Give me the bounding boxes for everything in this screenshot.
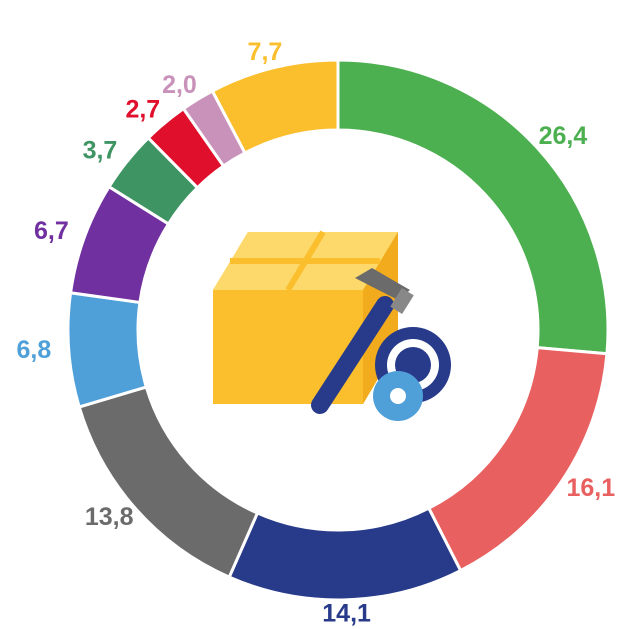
donut-segment (229, 508, 460, 600)
chart: 26,4 16,1 14,1 13,8 6,8 6,7 3,72,72,0 7,7 (0, 0, 643, 629)
data-label: 26,4 (539, 122, 588, 150)
donut-segment (429, 348, 607, 571)
donut-segment (79, 387, 257, 577)
center-icon (213, 232, 451, 421)
data-label: 2,0 (162, 71, 197, 99)
data-label: 6,8 (16, 336, 51, 364)
data-label: 6,7 (34, 217, 69, 245)
data-label: 2,7 (125, 96, 160, 124)
data-label: 13,8 (85, 503, 134, 531)
data-label: 16,1 (566, 474, 615, 502)
data-label: 7,7 (248, 38, 283, 66)
data-label: 3,7 (83, 136, 118, 164)
donut-segment (68, 293, 146, 407)
data-label: 14,1 (322, 599, 371, 627)
